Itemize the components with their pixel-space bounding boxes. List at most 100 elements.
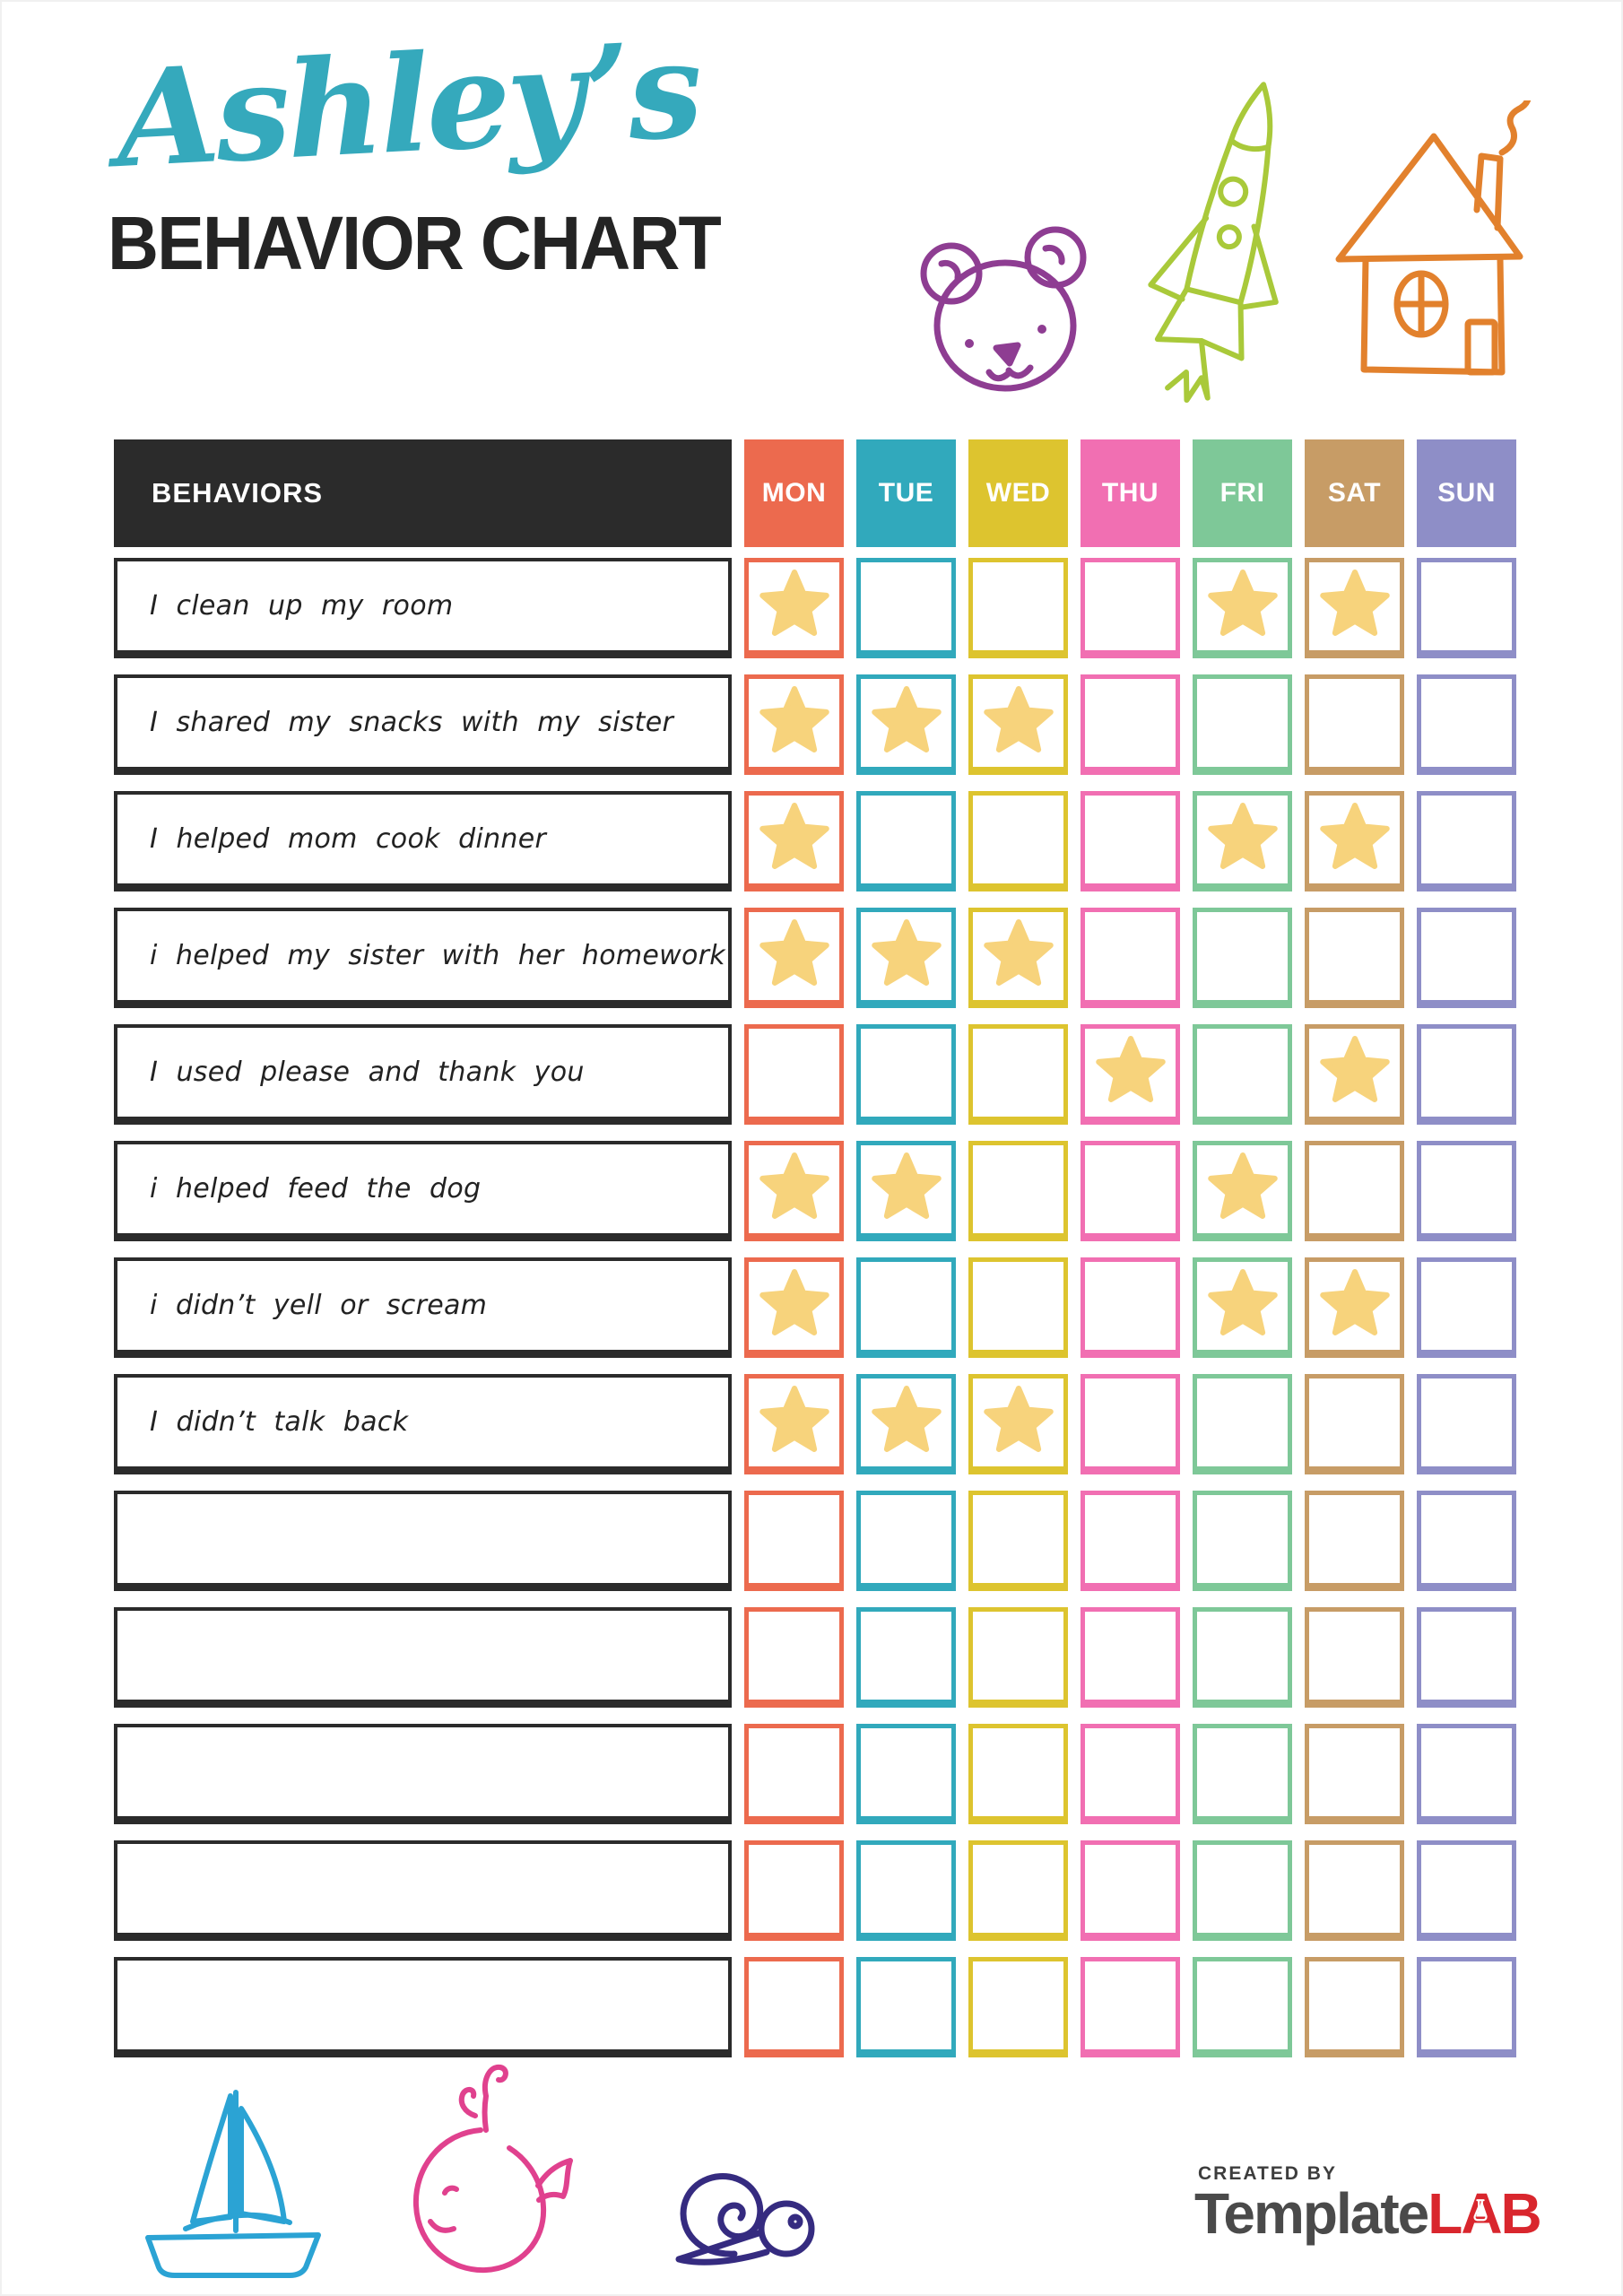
cell-row5-thu — [1081, 1024, 1180, 1125]
star-icon — [1095, 1036, 1166, 1102]
cell-row13-fri — [1193, 1957, 1292, 2057]
cell-row5-sun — [1417, 1024, 1516, 1125]
cell-row8-wed — [968, 1374, 1068, 1474]
behavior-label-10 — [114, 1607, 732, 1708]
snail-doodle-icon — [675, 2173, 815, 2266]
cell-row12-sun — [1417, 1840, 1516, 1941]
cell-row7-tue — [856, 1257, 956, 1358]
star-icon — [983, 919, 1054, 986]
brand-dark-text: Template — [1194, 2181, 1429, 2246]
day-header-fri: FRI — [1193, 439, 1292, 547]
cell-row9-sun — [1417, 1491, 1516, 1591]
behavior-label-3: I helped mom cook dinner — [114, 791, 732, 891]
chart-header-row: BEHAVIORS MON TUE WED THU FRI SAT SUN — [114, 439, 1516, 547]
star-icon — [1207, 570, 1278, 636]
star-icon — [759, 1152, 829, 1219]
cell-row11-tue — [856, 1724, 956, 1824]
behavior-row-10 — [114, 1607, 1516, 1708]
cell-row1-sun — [1417, 558, 1516, 658]
cell-row12-tue — [856, 1840, 956, 1941]
cell-row6-wed — [968, 1141, 1068, 1241]
cell-row12-thu — [1081, 1840, 1180, 1941]
cell-row11-wed — [968, 1724, 1068, 1824]
cell-row4-fri — [1193, 908, 1292, 1008]
behavior-chart-table: BEHAVIORS MON TUE WED THU FRI SAT SUN I clean … — [114, 439, 1516, 2074]
cell-row13-thu — [1081, 1957, 1180, 2057]
star-icon — [1207, 1152, 1278, 1219]
cell-row9-tue — [856, 1491, 956, 1591]
cell-row12-fri — [1193, 1840, 1292, 1941]
cell-row11-sun — [1417, 1724, 1516, 1824]
cell-row8-thu — [1081, 1374, 1180, 1474]
cell-row4-sun — [1417, 908, 1516, 1008]
behavior-label-7: i didn’t yell or scream — [114, 1257, 732, 1358]
behavior-row-8: I didn’t talk back — [114, 1374, 1516, 1474]
cell-row9-thu — [1081, 1491, 1180, 1591]
cell-row5-tue — [856, 1024, 956, 1125]
cell-row9-fri — [1193, 1491, 1292, 1591]
behavior-row-7: i didn’t yell or scream — [114, 1257, 1516, 1358]
cell-row1-sat — [1305, 558, 1404, 658]
cell-row13-mon — [744, 1957, 844, 2057]
cell-row1-tue — [856, 558, 956, 658]
cell-row3-mon — [744, 791, 844, 891]
cell-row2-sun — [1417, 674, 1516, 775]
cell-row8-sat — [1305, 1374, 1404, 1474]
cell-row4-mon — [744, 908, 844, 1008]
star-icon — [1319, 1269, 1390, 1335]
cell-row1-fri — [1193, 558, 1292, 658]
star-icon — [759, 1269, 829, 1335]
cell-row9-mon — [744, 1491, 844, 1591]
cell-row7-mon — [744, 1257, 844, 1358]
cell-row7-sun — [1417, 1257, 1516, 1358]
behaviors-column-header: BEHAVIORS — [114, 439, 732, 547]
cell-row6-sun — [1417, 1141, 1516, 1241]
cell-row2-fri — [1193, 674, 1292, 775]
behavior-label-2: I shared my snacks with my sister — [114, 674, 732, 775]
behavior-label-5: I used please and thank you — [114, 1024, 732, 1125]
star-icon — [1319, 1036, 1390, 1102]
cell-row6-fri — [1193, 1141, 1292, 1241]
cell-row11-sat — [1305, 1724, 1404, 1824]
star-icon — [871, 686, 942, 752]
behavior-row-1: I clean up my room — [114, 558, 1516, 658]
cell-row5-mon — [744, 1024, 844, 1125]
page-title: BEHAVIOR CHART — [108, 200, 722, 285]
cell-row12-mon — [744, 1840, 844, 1941]
cell-row1-thu — [1081, 558, 1180, 658]
cell-row10-sun — [1417, 1607, 1516, 1708]
cell-row6-mon — [744, 1141, 844, 1241]
behavior-row-3: I helped mom cook dinner — [114, 791, 1516, 891]
cell-row10-thu — [1081, 1607, 1180, 1708]
sailboat-doodle-icon — [145, 2090, 321, 2278]
star-icon — [1207, 803, 1278, 869]
behavior-label-4: i helped my sister with her homework — [114, 908, 732, 1008]
cell-row10-tue — [856, 1607, 956, 1708]
day-header-tue: TUE — [856, 439, 956, 547]
behavior-label-12 — [114, 1840, 732, 1941]
cell-row10-fri — [1193, 1607, 1292, 1708]
templatelab-logo: CREATED BY TemplateLAB — [1194, 2163, 1571, 2242]
cell-row4-thu — [1081, 908, 1180, 1008]
star-icon — [871, 919, 942, 986]
star-icon — [759, 686, 829, 752]
star-icon — [983, 1386, 1054, 1452]
star-icon — [871, 1152, 942, 1219]
cell-row6-sat — [1305, 1141, 1404, 1241]
cell-row3-fri — [1193, 791, 1292, 891]
behavior-label-6: i helped feed the dog — [114, 1141, 732, 1241]
cell-row6-tue — [856, 1141, 956, 1241]
cell-row12-wed — [968, 1840, 1068, 1941]
day-header-sat: SAT — [1305, 439, 1404, 547]
cell-row7-thu — [1081, 1257, 1180, 1358]
star-icon — [1207, 1269, 1278, 1335]
cell-row6-thu — [1081, 1141, 1180, 1241]
star-icon — [983, 686, 1054, 752]
cell-row2-tue — [856, 674, 956, 775]
cell-row2-mon — [744, 674, 844, 775]
star-icon — [759, 1386, 829, 1452]
house-doodle-icon — [1335, 100, 1532, 376]
rocket-doodle-icon — [1148, 82, 1279, 404]
day-header-mon: MON — [744, 439, 844, 547]
bear-doodle-icon — [920, 226, 1087, 392]
